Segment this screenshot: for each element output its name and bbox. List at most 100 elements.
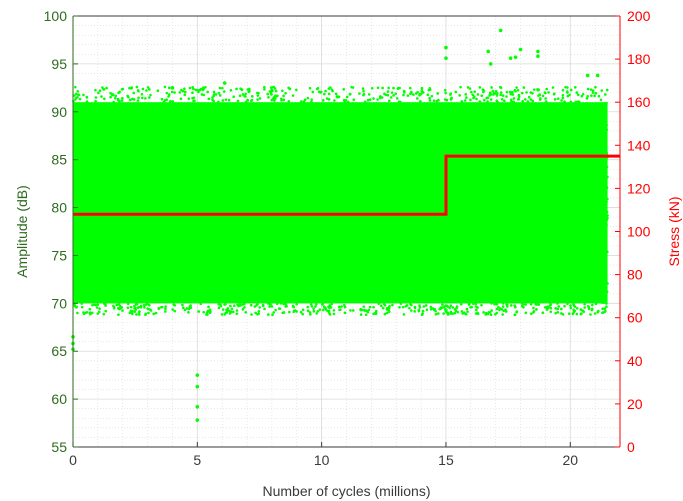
amplitude-point — [382, 302, 386, 306]
amplitude-point — [604, 93, 607, 96]
amplitude-point — [601, 144, 604, 147]
amplitude-point — [560, 307, 563, 311]
amplitude-point — [199, 302, 203, 306]
amplitude-point — [345, 95, 349, 99]
amplitude-point — [561, 93, 565, 97]
amplitude-point — [172, 303, 176, 306]
amplitude-point — [533, 88, 536, 91]
amplitude-point — [80, 302, 84, 305]
amplitude-point — [195, 404, 200, 409]
amplitude-point — [230, 307, 234, 311]
amplitude-point — [556, 307, 559, 311]
amplitude-point — [222, 81, 227, 85]
amplitude-point — [501, 94, 505, 97]
amplitude-point — [118, 304, 122, 308]
amplitude-point — [90, 311, 94, 315]
amplitude-point — [352, 98, 356, 101]
amplitude-point — [78, 97, 82, 101]
amplitude-point — [74, 85, 77, 89]
amplitude-point — [600, 128, 603, 132]
amplitude-point — [591, 303, 594, 307]
amplitude-point — [505, 90, 509, 94]
amplitude-point — [563, 304, 566, 308]
amplitude-point — [531, 99, 535, 103]
amplitude-point — [279, 97, 283, 101]
y-tick-label-amplitude: 100 — [44, 8, 68, 24]
amplitude-point — [463, 99, 467, 102]
amplitude-point — [271, 97, 275, 100]
amplitude-point — [401, 305, 405, 309]
amplitude-point — [271, 313, 274, 317]
amplitude-point — [312, 307, 315, 310]
amplitude-point — [363, 309, 367, 312]
amplitude-point — [372, 305, 375, 309]
amplitude-point — [492, 91, 496, 95]
amplitude-point — [478, 100, 482, 103]
amplitude-point — [198, 88, 202, 92]
y-axis-label-amplitude: Amplitude (dB) — [14, 185, 30, 278]
amplitude-point — [604, 261, 608, 264]
amplitude-point — [256, 98, 259, 101]
amplitude-point — [100, 95, 103, 98]
amplitude-point — [374, 312, 378, 316]
amplitude-point — [129, 309, 133, 313]
amplitude-point — [416, 97, 419, 100]
amplitude-point — [170, 90, 174, 94]
amplitude-point — [445, 304, 449, 308]
amplitude-point — [458, 94, 461, 97]
amplitude-point — [291, 304, 295, 308]
amplitude-point — [137, 313, 141, 316]
amplitude-point — [586, 304, 590, 308]
amplitude-point — [529, 98, 533, 101]
amplitude-point — [229, 89, 233, 92]
amplitude-point — [232, 95, 235, 99]
amplitude-point — [351, 86, 355, 89]
amplitude-point — [482, 89, 486, 92]
amplitude-point — [274, 89, 278, 93]
amplitude-point — [315, 312, 318, 315]
amplitude-point — [146, 307, 149, 310]
amplitude-point — [266, 92, 270, 96]
amplitude-point — [404, 305, 408, 308]
amplitude-point — [383, 312, 387, 316]
amplitude-point — [536, 54, 540, 59]
amplitude-point — [595, 73, 600, 78]
amplitude-point — [515, 310, 519, 313]
amplitude-point — [603, 251, 607, 255]
amplitude-point — [603, 121, 607, 125]
y-tick-label-amplitude: 55 — [51, 439, 67, 455]
amplitude-point — [318, 91, 322, 94]
amplitude-point — [419, 100, 422, 103]
amplitude-point — [501, 302, 505, 305]
y-tick-label-stress: 80 — [627, 267, 643, 283]
amplitude-point — [600, 267, 603, 271]
amplitude-point — [412, 93, 415, 96]
amplitude-point — [425, 308, 429, 312]
amplitude-point — [390, 91, 394, 94]
amplitude-point — [187, 97, 191, 100]
amplitude-point — [189, 304, 192, 307]
amplitude-point — [135, 313, 138, 316]
amplitude-point — [586, 94, 590, 98]
amplitude-point — [349, 309, 352, 312]
amplitude-point — [513, 88, 517, 92]
y-axis-label-stress: Stress (kN) — [666, 197, 682, 267]
amplitude-point — [600, 89, 604, 92]
amplitude-point — [309, 303, 313, 306]
amplitude-point — [191, 91, 194, 95]
amplitude-point — [272, 311, 275, 314]
amplitude-point — [466, 310, 469, 313]
amplitude-point — [449, 304, 453, 307]
amplitude-point — [469, 306, 472, 309]
amplitude-point — [434, 309, 437, 313]
amplitude-point — [511, 93, 515, 96]
amplitude-point — [257, 312, 261, 316]
amplitude-point — [362, 305, 366, 308]
amplitude-point — [322, 305, 326, 308]
amplitude-point — [604, 270, 608, 274]
amplitude-point — [605, 101, 608, 105]
amplitude-point — [253, 305, 257, 308]
amplitude-point — [235, 309, 239, 312]
amplitude-point — [459, 302, 463, 306]
amplitude-point — [603, 163, 606, 167]
